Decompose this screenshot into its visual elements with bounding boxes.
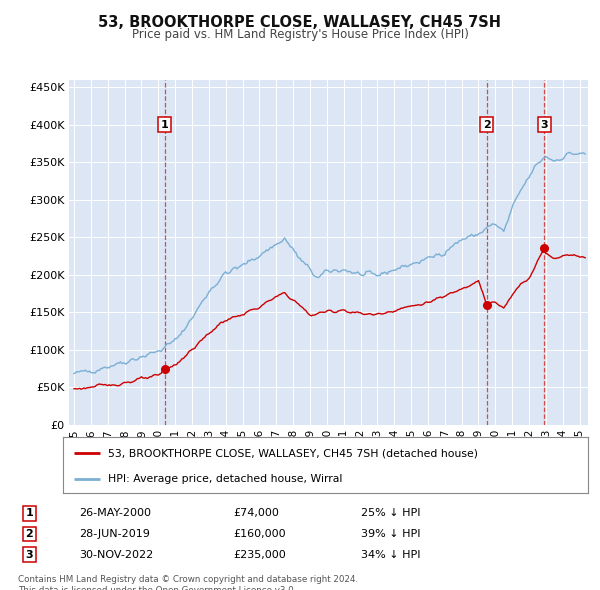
Text: £235,000: £235,000 [233, 550, 286, 560]
Text: 3: 3 [26, 550, 33, 560]
Text: 1: 1 [26, 508, 34, 518]
Text: Contains HM Land Registry data © Crown copyright and database right 2024.
This d: Contains HM Land Registry data © Crown c… [18, 575, 358, 590]
Text: 28-JUN-2019: 28-JUN-2019 [79, 529, 150, 539]
Text: 39% ↓ HPI: 39% ↓ HPI [361, 529, 421, 539]
Text: 3: 3 [541, 120, 548, 130]
Text: Price paid vs. HM Land Registry's House Price Index (HPI): Price paid vs. HM Land Registry's House … [131, 28, 469, 41]
Text: £160,000: £160,000 [233, 529, 286, 539]
Text: 26-MAY-2000: 26-MAY-2000 [79, 508, 151, 518]
Text: 2: 2 [483, 120, 491, 130]
Text: 25% ↓ HPI: 25% ↓ HPI [361, 508, 421, 518]
Text: 53, BROOKTHORPE CLOSE, WALLASEY, CH45 7SH: 53, BROOKTHORPE CLOSE, WALLASEY, CH45 7S… [98, 15, 502, 30]
Text: 30-NOV-2022: 30-NOV-2022 [79, 550, 153, 560]
Text: 34% ↓ HPI: 34% ↓ HPI [361, 550, 421, 560]
Text: HPI: Average price, detached house, Wirral: HPI: Average price, detached house, Wirr… [107, 474, 342, 484]
Text: 1: 1 [161, 120, 169, 130]
Text: 53, BROOKTHORPE CLOSE, WALLASEY, CH45 7SH (detached house): 53, BROOKTHORPE CLOSE, WALLASEY, CH45 7S… [107, 448, 478, 458]
Text: 2: 2 [26, 529, 34, 539]
Text: £74,000: £74,000 [233, 508, 279, 518]
